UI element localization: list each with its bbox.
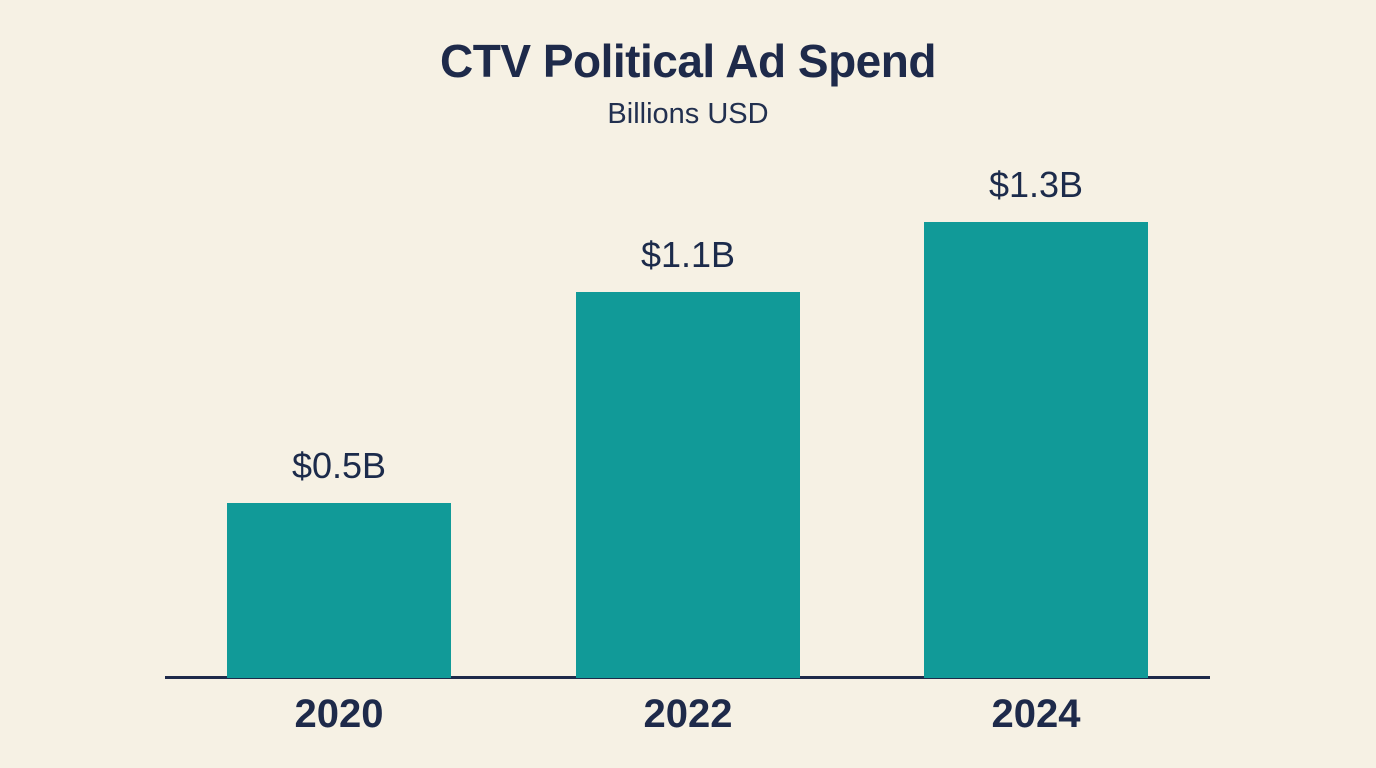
bar <box>227 503 451 678</box>
bar <box>576 292 800 678</box>
bar-value-label: $1.3B <box>988 164 1084 205</box>
x-axis-label: 2022 <box>643 692 733 736</box>
bar-value-label: $0.5B <box>291 445 387 486</box>
x-axis-label: 2024 <box>991 692 1081 736</box>
chart-title: CTV Political Ad Spend <box>440 35 936 87</box>
bar-value-label: $1.1B <box>640 234 736 275</box>
bar <box>924 222 1148 678</box>
x-axis-label: 2020 <box>294 692 384 736</box>
chart-subtitle: Billions USD <box>607 98 769 130</box>
